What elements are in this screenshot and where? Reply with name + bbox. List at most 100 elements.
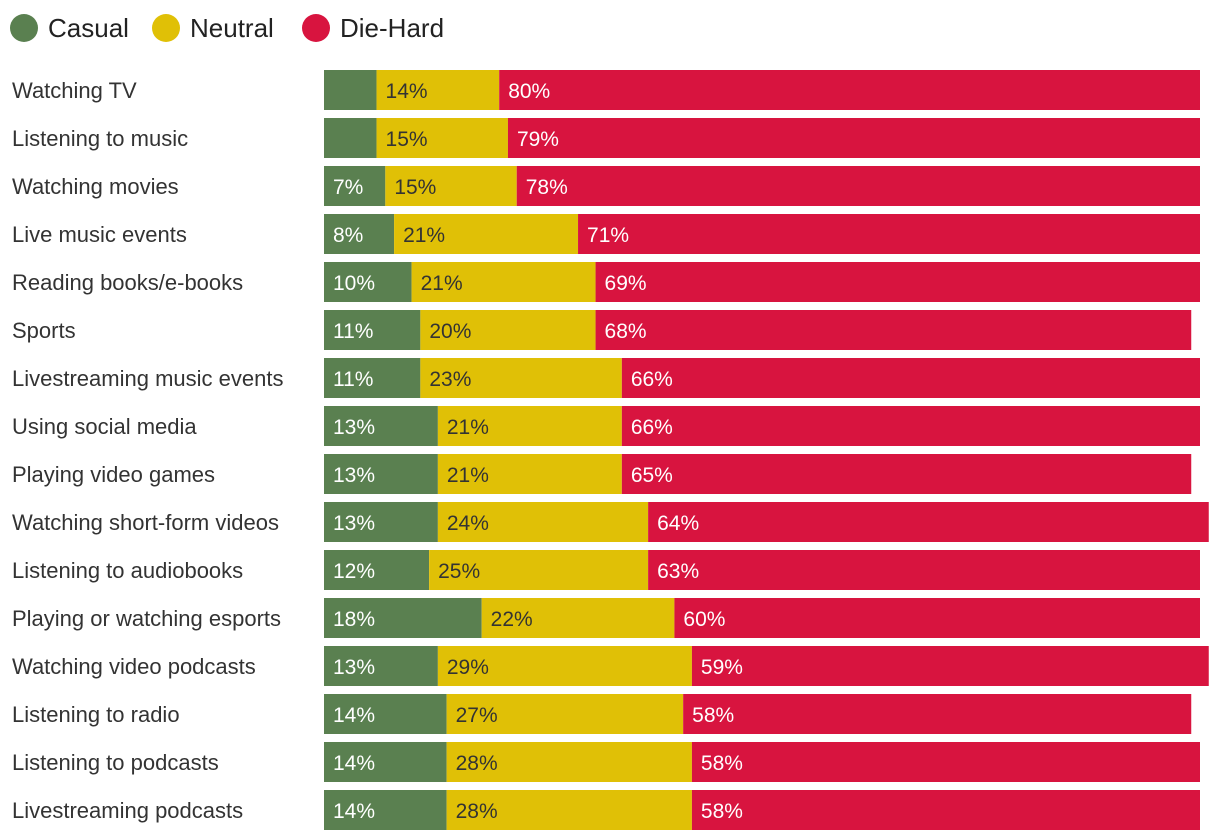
bar-segment-casual: [324, 118, 377, 158]
legend-item-die-hard: Die-Hard: [302, 13, 444, 43]
bar-segment-casual: [324, 598, 482, 638]
data-label-neutral: 21%: [421, 272, 463, 295]
bar-row-watching-short-form-videos: Watching short-form videos 13% 24% 64%: [12, 502, 1209, 542]
legend-swatch-neutral: [152, 14, 180, 42]
bar-segment-die-hard: [621, 358, 1200, 398]
data-label-casual: 8%: [333, 224, 363, 247]
data-label-casual: 13%: [333, 656, 375, 679]
data-label-neutral: 28%: [456, 800, 498, 823]
data-label-die-hard: 60%: [683, 608, 725, 631]
data-label-die-hard: 79%: [517, 128, 559, 151]
category-label: Listening to music: [12, 126, 188, 151]
data-label-neutral: 29%: [447, 656, 489, 679]
bar-row-livestreaming-music-events: Livestreaming music events 11% 23% 66%: [12, 358, 1200, 398]
data-label-neutral: 20%: [429, 320, 471, 343]
data-label-casual: 18%: [333, 608, 375, 631]
bar-segment-die-hard: [691, 646, 1209, 686]
bar-row-sports: Sports 11% 20% 68%: [12, 310, 1192, 350]
bar-segment-casual: [324, 742, 447, 782]
data-label-die-hard: 80%: [508, 80, 550, 103]
data-label-neutral: 22%: [491, 608, 533, 631]
category-label: Playing video games: [12, 462, 215, 487]
bar-segment-neutral: [420, 358, 622, 398]
data-label-die-hard: 63%: [657, 560, 699, 583]
bar-row-listening-to-audiobooks: Listening to audiobooks 12% 25% 63%: [12, 550, 1200, 590]
data-label-neutral: 15%: [394, 176, 436, 199]
legend-swatch-casual: [10, 14, 38, 42]
data-label-neutral: 21%: [447, 464, 489, 487]
data-label-neutral: 28%: [456, 752, 498, 775]
category-label: Playing or watching esports: [12, 606, 281, 631]
data-label-casual: 14%: [333, 752, 375, 775]
bar-segment-neutral: [446, 742, 692, 782]
bar-segment-die-hard: [674, 598, 1200, 638]
data-label-neutral: 27%: [456, 704, 498, 727]
bar-row-listening-to-radio: Listening to radio 14% 27% 58%: [12, 694, 1192, 734]
category-label: Livestreaming music events: [12, 366, 283, 391]
bar-segment-casual: [324, 406, 438, 446]
data-label-die-hard: 58%: [692, 704, 734, 727]
category-label: Watching short-form videos: [12, 510, 279, 535]
data-label-neutral: 15%: [386, 128, 428, 151]
data-label-neutral: 21%: [403, 224, 445, 247]
bar-segment-casual: [324, 550, 430, 590]
bar-segment-neutral: [437, 454, 622, 494]
bar-segment-casual: [324, 454, 438, 494]
bar-segment-casual: [324, 310, 421, 350]
bar-row-reading-books-e-books: Reading books/e-books 10% 21% 69%: [12, 262, 1200, 302]
bar-segment-casual: [324, 358, 421, 398]
legend-label-casual: Casual: [48, 13, 129, 43]
bar-segment-neutral: [394, 214, 579, 254]
bar-segment-casual: [324, 694, 447, 734]
data-label-neutral: 21%: [447, 416, 489, 439]
bar-row-livestreaming-podcasts: Livestreaming podcasts 14% 28% 58%: [12, 790, 1200, 830]
category-label: Watching movies: [12, 174, 179, 199]
data-label-casual: 12%: [333, 560, 375, 583]
bar-segment-die-hard: [516, 166, 1200, 206]
data-label-die-hard: 66%: [631, 368, 673, 391]
data-label-casual: 14%: [333, 800, 375, 823]
bar-row-playing-or-watching-esports: Playing or watching esports 18% 22% 60%: [12, 598, 1200, 638]
bar-segment-casual: [324, 70, 377, 110]
bar-segment-neutral: [376, 118, 508, 158]
bar-segment-casual: [324, 502, 438, 542]
bar-segment-casual: [324, 262, 412, 302]
legend: Casual Neutral Die-Hard: [10, 13, 444, 43]
bar-segment-neutral: [437, 646, 692, 686]
bar-segment-neutral: [437, 406, 622, 446]
category-label: Live music events: [12, 222, 187, 247]
bar-segment-neutral: [437, 502, 649, 542]
bar-row-watching-tv: Watching TV 14% 80%: [12, 70, 1200, 110]
bar-segment-neutral: [420, 310, 596, 350]
data-label-die-hard: 71%: [587, 224, 629, 247]
bar-segment-die-hard: [691, 790, 1200, 830]
data-label-casual: 14%: [333, 704, 375, 727]
data-label-casual: 10%: [333, 272, 375, 295]
bar-segment-die-hard: [507, 118, 1201, 158]
data-label-neutral: 23%: [429, 368, 471, 391]
bar-segment-die-hard: [595, 262, 1200, 302]
data-label-casual: 13%: [333, 416, 375, 439]
bar-segment-die-hard: [683, 694, 1192, 734]
category-label: Listening to radio: [12, 702, 180, 727]
bar-segment-die-hard: [621, 454, 1192, 494]
data-label-neutral: 24%: [447, 512, 489, 535]
category-label: Listening to audiobooks: [12, 558, 243, 583]
bar-segment-neutral: [376, 70, 500, 110]
data-label-die-hard: 68%: [605, 320, 647, 343]
data-label-die-hard: 65%: [631, 464, 673, 487]
data-label-die-hard: 66%: [631, 416, 673, 439]
data-label-neutral: 25%: [438, 560, 480, 583]
data-label-casual: 11%: [333, 368, 373, 391]
legend-label-die-hard: Die-Hard: [340, 13, 444, 43]
category-label: Sports: [12, 318, 76, 343]
chart-rows: Watching TV 14% 80% Listening to music 15% 79…: [12, 70, 1209, 830]
bar-segment-neutral: [446, 694, 684, 734]
bar-segment-casual: [324, 646, 438, 686]
bar-segment-casual: [324, 214, 395, 254]
data-label-die-hard: 64%: [657, 512, 699, 535]
bar-segment-casual: [324, 166, 386, 206]
legend-item-neutral: Neutral: [152, 13, 274, 43]
bar-segment-neutral: [385, 166, 517, 206]
